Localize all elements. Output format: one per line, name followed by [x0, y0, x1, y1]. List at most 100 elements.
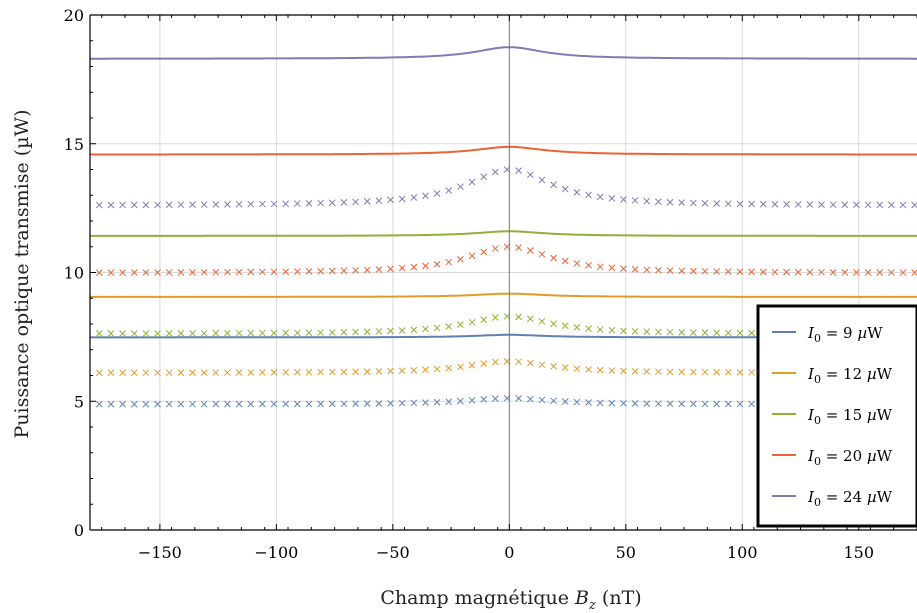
data-point	[340, 400, 348, 408]
data-point	[783, 268, 790, 276]
data-point	[457, 397, 464, 405]
data-point	[270, 400, 278, 408]
data-point	[655, 400, 662, 408]
data-point	[95, 269, 103, 276]
data-point	[561, 257, 569, 265]
data-point	[748, 329, 755, 337]
data-point	[119, 201, 126, 209]
data-point	[561, 322, 569, 330]
data-point	[282, 400, 290, 408]
data-point	[899, 269, 907, 276]
data-point	[550, 254, 557, 262]
data-point	[829, 201, 837, 209]
data-point	[317, 267, 324, 275]
data-point	[189, 201, 196, 208]
data-point	[433, 190, 441, 197]
data-point	[282, 368, 290, 376]
data-point	[585, 325, 592, 332]
data-point	[363, 368, 371, 375]
data-point	[328, 267, 336, 275]
data-point	[177, 201, 185, 209]
data-point	[701, 329, 709, 337]
x-axis-label-sub: z	[588, 598, 596, 613]
data-point	[200, 201, 208, 208]
data-point	[422, 325, 429, 333]
data-point	[200, 369, 208, 376]
y-tick-label: 15	[64, 135, 84, 154]
data-point	[177, 269, 185, 276]
data-point	[398, 399, 406, 407]
data-point	[806, 201, 814, 208]
data-point	[224, 369, 231, 376]
data-point	[736, 400, 744, 408]
data-point	[759, 200, 767, 208]
data-point	[468, 396, 476, 404]
data-point	[200, 400, 208, 408]
legend-label: I0 = 15 µW	[807, 406, 893, 427]
data-point	[480, 396, 488, 403]
data-point	[690, 199, 697, 207]
data-point	[422, 192, 429, 200]
data-point	[305, 329, 313, 337]
data-point	[352, 198, 359, 206]
data-point	[95, 400, 103, 408]
data-point	[305, 199, 313, 207]
data-point	[293, 268, 301, 275]
grid	[90, 15, 917, 530]
x-axis-label-var: B	[574, 587, 589, 609]
data-point	[270, 200, 278, 208]
data-point	[526, 359, 534, 367]
data-point	[107, 269, 115, 276]
data-point	[585, 366, 592, 373]
data-point	[771, 200, 779, 208]
data-point	[468, 318, 476, 326]
data-point	[259, 200, 266, 208]
data-point	[748, 400, 755, 408]
data-point	[259, 369, 266, 376]
data-point	[165, 400, 173, 408]
data-point	[445, 398, 453, 406]
data-point	[340, 328, 348, 336]
data-point	[550, 397, 557, 405]
data-point	[526, 395, 534, 403]
data-point	[154, 400, 161, 408]
data-point	[340, 368, 348, 376]
data-point	[247, 329, 255, 337]
data-point	[690, 329, 697, 336]
data-point	[212, 369, 220, 376]
data-point	[398, 367, 406, 375]
data-point	[410, 263, 418, 271]
data-point	[457, 183, 464, 191]
data-point	[794, 268, 802, 276]
data-point	[515, 167, 522, 175]
data-point	[550, 320, 557, 328]
data-point	[713, 400, 721, 408]
data-point	[538, 361, 546, 369]
data-point	[235, 400, 243, 408]
data-point	[119, 369, 126, 377]
data-point	[433, 398, 441, 406]
data-point	[212, 400, 220, 408]
data-point	[631, 197, 639, 204]
data-point	[794, 201, 802, 208]
data-point	[701, 267, 709, 275]
data-point	[643, 328, 651, 336]
data-point	[165, 330, 173, 337]
data-point	[573, 398, 581, 406]
data-point	[457, 363, 464, 371]
data-point	[515, 244, 522, 251]
x-axis-label-main: Champ magnétique	[380, 587, 575, 609]
y-tick-label: 0	[74, 521, 84, 540]
legend-label: I0 = 12 µW	[807, 365, 893, 386]
data-point	[678, 267, 686, 275]
data-point	[189, 268, 196, 276]
data-point	[235, 369, 243, 376]
data-point	[596, 399, 604, 407]
data-point	[340, 199, 348, 206]
data-point	[643, 400, 651, 407]
data-point	[911, 201, 917, 209]
data-point	[410, 366, 418, 374]
data-point	[480, 173, 488, 181]
data-point	[352, 267, 359, 274]
data-point	[305, 400, 313, 408]
